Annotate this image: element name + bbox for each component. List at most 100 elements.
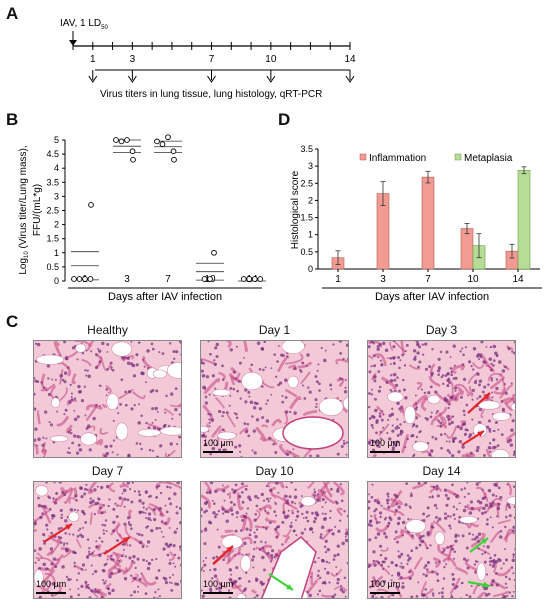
- nucleus: [281, 543, 284, 546]
- nucleus: [85, 426, 89, 430]
- nucleus: [234, 483, 238, 487]
- nucleus: [207, 520, 212, 524]
- nucleus: [247, 434, 251, 438]
- tissue-strand: [433, 406, 447, 420]
- nucleus: [423, 391, 427, 395]
- nucleus: [430, 411, 433, 414]
- nucleus: [146, 349, 150, 353]
- nucleus: [344, 386, 347, 389]
- nucleus: [84, 568, 87, 571]
- nucleus: [215, 587, 219, 590]
- nucleus: [73, 508, 77, 511]
- nucleus: [208, 393, 211, 396]
- nucleus: [116, 505, 119, 507]
- nucleus: [260, 492, 264, 497]
- nucleus: [426, 568, 429, 571]
- panel-letter-b: B: [6, 110, 19, 129]
- nucleus: [123, 522, 127, 526]
- nucleus: [207, 413, 210, 416]
- nucleus: [371, 595, 375, 598]
- panel-letter-d: D: [278, 110, 291, 129]
- virus-titer-point: [240, 276, 247, 282]
- nucleus: [376, 345, 380, 348]
- nucleus: [51, 582, 56, 586]
- nucleus: [144, 490, 148, 494]
- nucleus: [34, 379, 38, 383]
- nucleus: [372, 559, 375, 563]
- nucleus: [313, 488, 316, 491]
- nucleus: [152, 517, 157, 522]
- nucleus: [451, 583, 455, 586]
- nucleus: [418, 536, 422, 540]
- tissue-strand: [36, 584, 46, 591]
- nucleus: [208, 425, 211, 428]
- nucleus: [98, 349, 102, 353]
- tissue-strand: [420, 397, 428, 412]
- nucleus: [130, 574, 133, 577]
- nucleus: [424, 588, 427, 591]
- nucleus: [209, 452, 213, 456]
- nucleus: [450, 373, 454, 377]
- nucleus: [107, 591, 112, 595]
- nucleus: [431, 592, 435, 595]
- nucleus: [157, 588, 160, 591]
- tissue-strand: [393, 510, 405, 517]
- scale-bar: 100 μm: [370, 438, 400, 453]
- nucleus: [255, 528, 259, 531]
- nucleus: [53, 482, 56, 484]
- nucleus: [497, 486, 501, 490]
- nucleus: [55, 498, 57, 501]
- nucleus: [285, 410, 289, 414]
- nucleus: [314, 398, 318, 402]
- nucleus: [392, 372, 397, 377]
- nucleus: [338, 519, 342, 522]
- nucleus: [452, 505, 456, 509]
- nucleus: [459, 426, 463, 431]
- nucleus: [317, 493, 320, 496]
- nucleus: [109, 554, 113, 558]
- nucleus: [242, 588, 246, 592]
- nucleus: [395, 564, 399, 567]
- nucleus: [165, 394, 168, 398]
- histology-yticks: 00.511.522.533.5: [300, 144, 318, 274]
- nucleus: [502, 594, 505, 597]
- tissue-strand: [203, 378, 221, 395]
- scale-bar-label: 100 μm: [203, 579, 234, 589]
- nucleus: [509, 443, 514, 447]
- nucleus: [201, 373, 206, 378]
- nucleus: [460, 582, 463, 585]
- nucleus: [34, 549, 37, 552]
- nucleus: [209, 413, 212, 416]
- legend-swatch-inflammation: [359, 153, 367, 161]
- nucleus: [324, 349, 327, 352]
- nucleus: [447, 417, 451, 421]
- nucleus: [269, 554, 274, 558]
- nucleus: [445, 350, 449, 354]
- nucleus: [316, 593, 319, 596]
- nucleus: [162, 535, 165, 538]
- nucleus: [225, 411, 229, 415]
- virus-titer-ytick-label: 0.5: [46, 262, 59, 272]
- nucleus: [444, 493, 448, 497]
- nucleus: [391, 574, 394, 577]
- nucleus: [410, 549, 414, 553]
- nucleus: [254, 512, 258, 516]
- nucleus: [49, 423, 53, 427]
- tissue-strand: [470, 392, 474, 397]
- alveolar-space: [473, 423, 487, 438]
- legend-label-metaplasia: Metaplasia: [464, 153, 513, 164]
- nucleus: [392, 341, 395, 343]
- tissue-strand: [476, 591, 487, 598]
- nucleus: [36, 342, 41, 347]
- nucleus: [34, 407, 37, 411]
- nucleus: [389, 388, 392, 392]
- nucleus: [203, 542, 207, 546]
- nucleus: [422, 573, 425, 576]
- nucleus: [372, 415, 376, 419]
- nucleus: [368, 405, 371, 409]
- nucleus: [255, 594, 259, 597]
- nucleus: [504, 575, 508, 579]
- nucleus: [128, 556, 132, 560]
- nucleus: [76, 358, 79, 361]
- nucleus: [168, 561, 172, 565]
